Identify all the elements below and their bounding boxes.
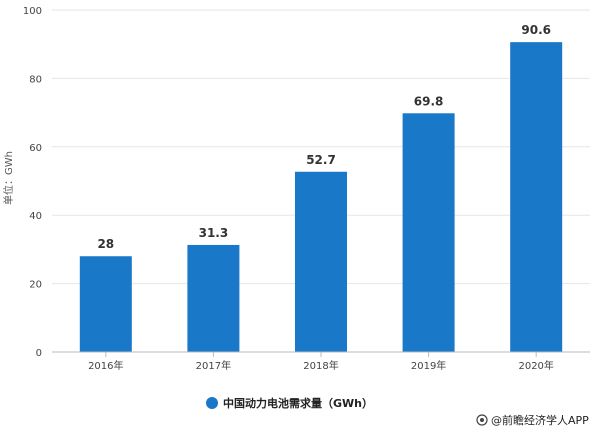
- data-label: 52.7: [306, 153, 336, 167]
- x-axis-ticks: 2016年 2017年 2018年 2019年 2020年: [88, 352, 554, 372]
- y-axis-label: 单位：GWh: [2, 151, 15, 205]
- y-tick-label: 20: [29, 280, 42, 291]
- bar[interactable]: [79, 256, 132, 352]
- bar[interactable]: [510, 42, 563, 352]
- data-label: 28: [97, 237, 114, 251]
- y-tick-label: 0: [36, 348, 42, 359]
- x-tick-label: 2019年: [411, 359, 446, 372]
- bars: 28 31.3 52.7 69.8 90.6: [79, 23, 563, 352]
- grid-lines: [52, 9, 590, 285]
- y-axis-ticks: 0 20 40 60 80 100: [23, 6, 42, 359]
- data-label: 31.3: [199, 226, 229, 240]
- y-tick-label: 100: [23, 6, 42, 17]
- bar[interactable]: [295, 171, 347, 352]
- data-label: 69.8: [414, 94, 444, 108]
- legend-marker: [206, 397, 218, 409]
- x-tick-label: 2020年: [518, 359, 553, 372]
- data-label: 90.6: [521, 23, 551, 37]
- y-tick-label: 40: [29, 211, 42, 222]
- bar[interactable]: [402, 113, 455, 352]
- y-tick-label: 80: [29, 74, 42, 85]
- bar[interactable]: [187, 244, 240, 352]
- x-tick-label: 2016年: [88, 359, 123, 372]
- camera-icon: [476, 414, 488, 426]
- x-tick-label: 2017年: [196, 359, 231, 372]
- y-tick-label: 60: [29, 143, 42, 154]
- credit: @前瞻经济学人APP: [476, 413, 589, 427]
- legend[interactable]: 中国动力电池需求量（GWh）: [206, 396, 373, 410]
- legend-label: 中国动力电池需求量（GWh）: [223, 396, 373, 410]
- x-tick-label: 2018年: [303, 359, 338, 372]
- camera-icon-lens: [480, 418, 484, 422]
- credit-text: @前瞻经济学人APP: [491, 413, 589, 427]
